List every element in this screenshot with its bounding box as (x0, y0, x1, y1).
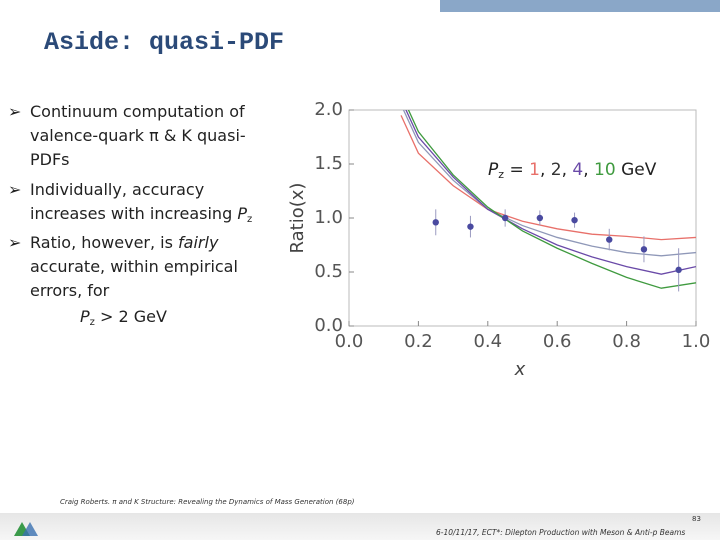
series-line (405, 110, 696, 275)
legend-entry: 1 (529, 160, 540, 180)
data-point (675, 266, 682, 274)
y-tick-label: 0.0 (314, 315, 343, 336)
bullet-text: z (246, 214, 253, 225)
bullet-arrow: ➢ (8, 180, 22, 199)
legend-separator: , (562, 160, 573, 180)
x-tick-label: 0.0 (335, 331, 364, 352)
bullet-text: fairly (178, 233, 219, 252)
x-tick-label: 0.4 (473, 331, 502, 352)
lines (400, 110, 696, 289)
bullet-text: accurate, within empirical errors, for (30, 257, 238, 300)
bullet-arrow: ➢ (8, 233, 22, 252)
series-line (402, 110, 696, 257)
bullet-text: Individually, accuracy increases with in… (30, 180, 238, 223)
bullet: ➢ Ratio, however, is fairly accurate, wit… (8, 231, 285, 303)
legend-variable: P (488, 160, 499, 180)
bullet-text: Continuum computation of valence-quark π… (30, 102, 246, 169)
bullet-text: P (80, 307, 90, 326)
y-tick-label: 1.0 (314, 207, 343, 228)
legend: Pz = 1, 2, 4, 10 GeV (488, 160, 657, 181)
data-point (536, 214, 544, 222)
legend-equals: = (504, 160, 529, 180)
bullet: ➢ Continuum computation of valence-quark … (8, 100, 285, 172)
data-point (606, 236, 613, 243)
data-point (640, 246, 648, 253)
legend-separator: , (540, 160, 551, 180)
footer-right: 6-10/11/17, ECT*: Dilepton Production wi… (436, 528, 686, 537)
data-point (432, 219, 439, 226)
y-tick-label: 2.0 (314, 99, 343, 120)
legend-unit: GeV (616, 160, 657, 180)
x-tick-label: 0.6 (543, 331, 572, 352)
bullet-arrow: ➢ (8, 102, 22, 121)
top-bar (440, 0, 720, 12)
logo-shape (22, 522, 38, 536)
bullet-text: Ratio, however, is (30, 233, 179, 252)
page-number: 83 (692, 515, 701, 523)
legend-subscript: z (498, 168, 504, 181)
x-tick-label: 0.2 (404, 331, 433, 352)
bottom-bar (0, 513, 720, 540)
x-tick-label: 0.8 (612, 331, 641, 352)
footer-left: Craig Roberts. π and K Structure: Reveal… (60, 498, 355, 506)
legend-entry: 2 (551, 160, 562, 180)
legend-separator: , (583, 160, 594, 180)
bullet-text: > 2 GeV (94, 307, 167, 326)
x-axis-label: x (514, 359, 526, 380)
legend-entry: 10 (594, 160, 616, 180)
bullet-text: P (237, 204, 247, 223)
bullet-text: z (89, 317, 95, 328)
series-line (407, 110, 696, 289)
bullet-tail: Pz > 2 GeV (80, 307, 167, 328)
data-point (467, 223, 474, 230)
y-tick-label: 0.5 (314, 261, 343, 282)
data-point (501, 214, 509, 222)
legend-entry: 4 (572, 160, 583, 180)
logo (14, 522, 38, 536)
y-tick-label: 1.5 (314, 153, 343, 174)
x-tick-label: 1.0 (682, 331, 711, 352)
y-axis-label: Ratio(x) (287, 183, 308, 254)
slide-title: Aside: quasi-PDF (44, 28, 285, 57)
data-point (571, 216, 578, 224)
plot-frame (348, 109, 697, 327)
bullet: ➢ Individually, accuracy increases with i… (8, 178, 285, 232)
